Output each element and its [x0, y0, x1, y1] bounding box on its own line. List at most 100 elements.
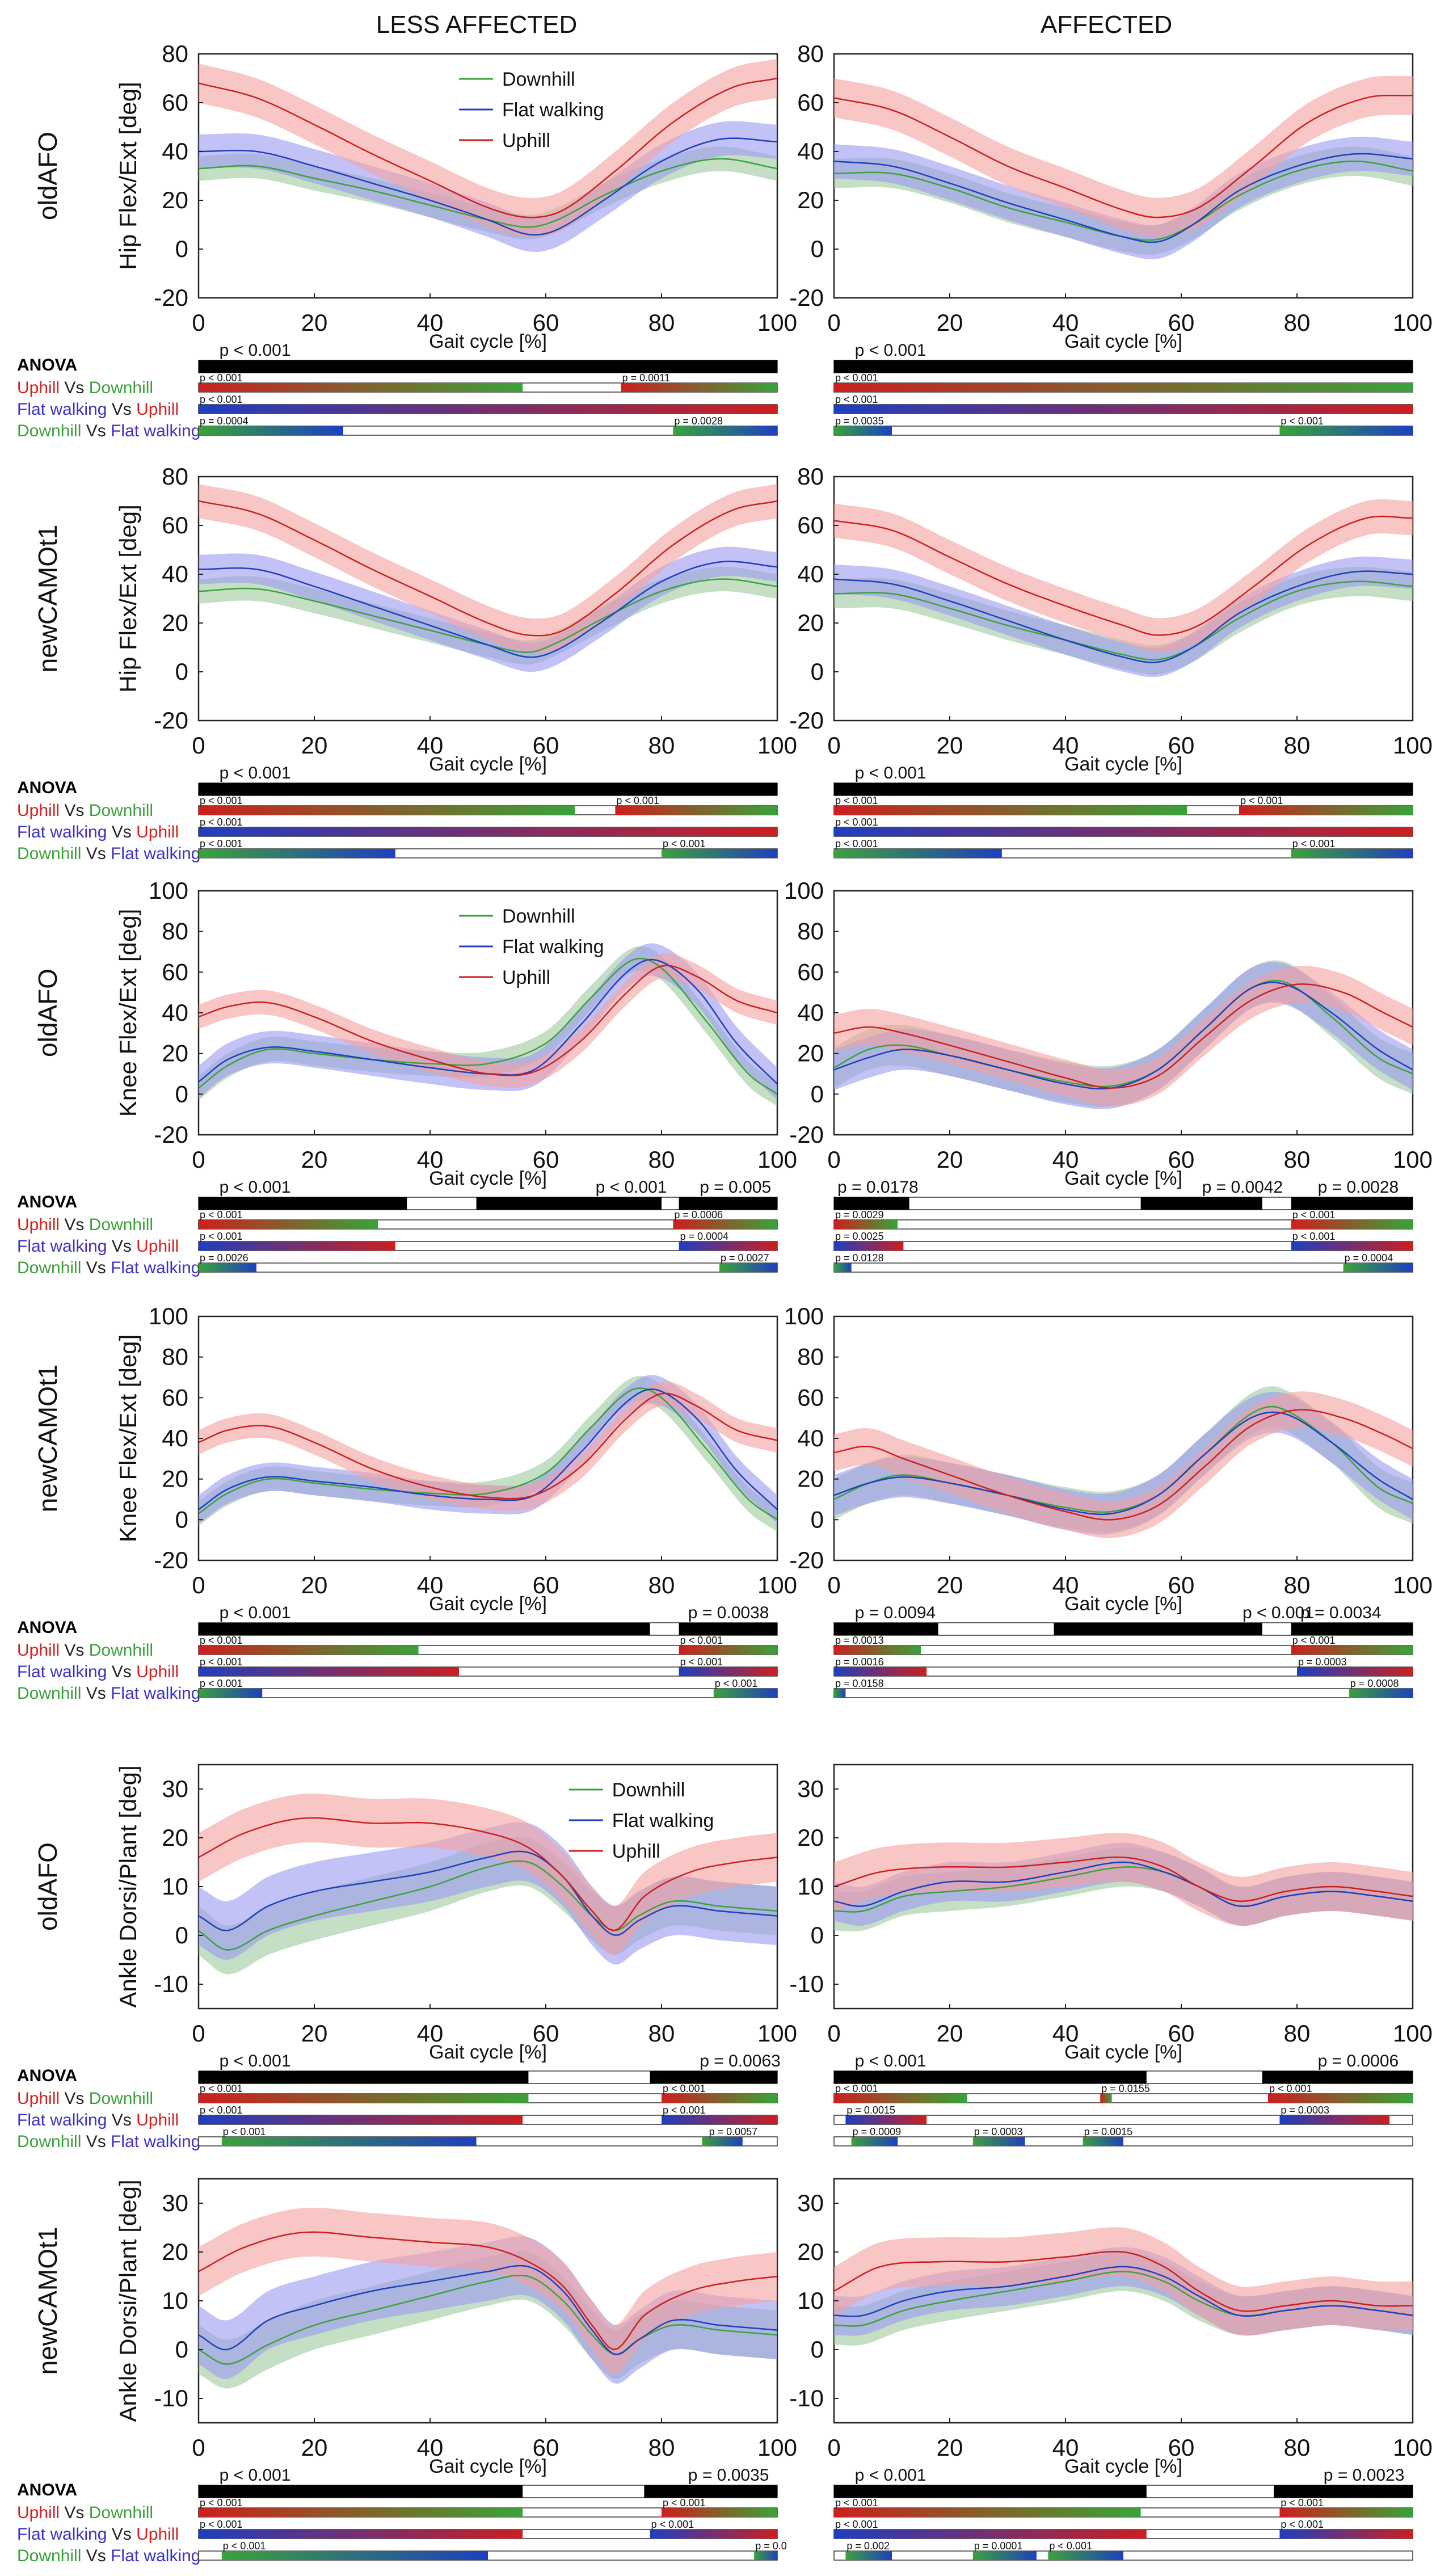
stat-segment-downhill_vs_flat [199, 1263, 256, 1272]
x-tick-label: 40 [417, 2434, 444, 2461]
p-value-label: p < 0.001 [200, 2497, 243, 2508]
stat-segment-downhill_vs_flat [1279, 426, 1413, 435]
p-value-label: p < 0.001 [835, 372, 878, 384]
stat-segment-uphill_vs_downhill [615, 806, 777, 815]
stat-segment-flat_vs_uphill [1297, 1667, 1413, 1676]
stat-segment-uphill_vs_downhill [662, 2508, 777, 2517]
p-value-label: p < 0.001 [855, 764, 926, 782]
x-tick-label: 60 [1168, 1146, 1195, 1173]
y-tick-label: 100 [149, 1303, 188, 1329]
plot-area [199, 2207, 777, 2389]
y-tick-label: 0 [811, 2336, 824, 2363]
y-tick-label: 80 [162, 40, 188, 67]
y-tick-label: 0 [175, 235, 188, 262]
comparison-label-part: Vs [60, 801, 89, 820]
stat-segment-flat_vs_uphill [1279, 2529, 1413, 2539]
series-line-flat [834, 982, 1413, 1090]
p-value-label: p < 0.001 [200, 1656, 243, 1668]
series-line-flat [199, 561, 777, 658]
y-tick-label: 0 [811, 1506, 824, 1533]
y-tick-label: 0 [175, 2336, 188, 2363]
x-tick-label: 40 [1052, 2020, 1079, 2047]
x-tick-label: 40 [417, 309, 444, 336]
p-value-label: p < 0.001 [1281, 415, 1324, 427]
p-value-label: p < 0.001 [835, 838, 878, 849]
comparison-label-flat_vs_uphill: Flat walking Vs Uphill [17, 1237, 179, 1256]
series-line-uphill [199, 1817, 777, 1932]
comparison-label-part: Flat walking [111, 2546, 200, 2565]
y-tick-label: 20 [162, 187, 188, 213]
comparison-label-part: Vs [107, 1237, 136, 1256]
p-value-label: p < 0.001 [1269, 2083, 1312, 2094]
comparison-label-part: Flat walking [111, 2132, 200, 2151]
y-axis-label: Hip Flex/Ext [deg] [115, 82, 141, 270]
y-tick-label: 20 [162, 1824, 188, 1851]
y-tick-label: 20 [797, 609, 824, 636]
y-tick-label: 20 [162, 609, 188, 636]
p-value-label: p < 0.001 [835, 795, 878, 806]
stat-bar-outline-downhill_vs_flat [833, 1262, 1413, 1273]
x-tick-label: 40 [417, 1146, 444, 1173]
p-value-label: p = 0.002 [846, 2540, 890, 2552]
y-axis-label: Ankle Dorsi/Plant [deg] [115, 2179, 141, 2422]
y-tick-label: -10 [154, 1971, 188, 1997]
y-tick-label: 20 [797, 1040, 824, 1067]
stat-segment-anova [1054, 1623, 1262, 1635]
x-axis-label: Gait cycle [%] [1064, 2456, 1182, 2477]
anova-label: ANOVA [17, 2481, 77, 2499]
p-value-label: p < 0.001 [200, 1231, 243, 1242]
stat-segment-downhill_vs_flat [221, 2551, 488, 2560]
y-tick-label: 30 [797, 1775, 824, 1802]
x-tick-label: 100 [1393, 2434, 1432, 2461]
plot-area [834, 2227, 1413, 2346]
y-tick-label: -10 [789, 1971, 824, 1997]
stat-segment-flat_vs_uphill [199, 2115, 523, 2124]
x-tick-label: 40 [1052, 309, 1079, 336]
p-value-label: p < 0.001 [835, 2519, 878, 2530]
y-tick-label: 60 [162, 89, 188, 116]
p-value-label: p < 0.001 [1243, 1603, 1314, 1622]
p-value-label: p < 0.001 [1292, 1209, 1336, 1220]
comparison-label-part: Vs [81, 1258, 111, 1277]
x-tick-label: 0 [192, 1146, 205, 1173]
stat-segment-uphill_vs_downhill [834, 1220, 898, 1229]
p-value-label: p < 0.001 [835, 2497, 878, 2508]
p-value-label: p < 0.001 [1292, 1231, 1336, 1242]
y-tick-label: 20 [162, 1040, 188, 1067]
comparison-label-part: Uphill [136, 2525, 179, 2544]
stat-segment-uphill_vs_downhill [834, 383, 1413, 392]
p-value-label: p < 0.001 [855, 341, 926, 360]
y-axis-label: Hip Flex/Ext [deg] [115, 504, 141, 692]
x-tick-label: 80 [648, 2434, 675, 2461]
stat-segment-anova [834, 1623, 938, 1635]
p-value-label: p = 0.0034 [1300, 1603, 1382, 1622]
stat-segment-anova [199, 1197, 407, 1210]
p-value-label: p = 0.0027 [721, 1252, 769, 1264]
stat-segment-downhill_vs_flat [834, 849, 1002, 858]
comparison-label-flat_vs_uphill: Flat walking Vs Uphill [17, 823, 179, 841]
x-tick-label: 100 [1393, 2020, 1432, 2047]
stat-segment-flat_vs_uphill [834, 405, 1413, 414]
series-line-uphill [199, 2231, 777, 2351]
stat-segment-anova [834, 783, 1413, 795]
comparison-label-part: Uphill [17, 2503, 60, 2522]
x-tick-label: 20 [937, 2434, 963, 2461]
stat-segment-anova [476, 1197, 662, 1210]
series-line-downhill [834, 580, 1413, 661]
stat-segment-uphill_vs_downhill [1279, 2508, 1413, 2517]
y-tick-label: 60 [162, 1384, 188, 1411]
p-value-label: p = 0.0094 [855, 1603, 936, 1622]
comparison-label-part: Flat walking [111, 844, 200, 863]
comparison-label-flat_vs_uphill: Flat walking Vs Uphill [17, 1662, 179, 1681]
series-line-flat [834, 570, 1413, 663]
x-tick-label: 60 [533, 732, 559, 759]
x-tick-label: 40 [417, 1572, 444, 1598]
stat-segment-downhill_vs_flat [834, 426, 892, 435]
comparison-label-downhill_vs_flat: Downhill Vs Flat walking [17, 1258, 200, 1277]
